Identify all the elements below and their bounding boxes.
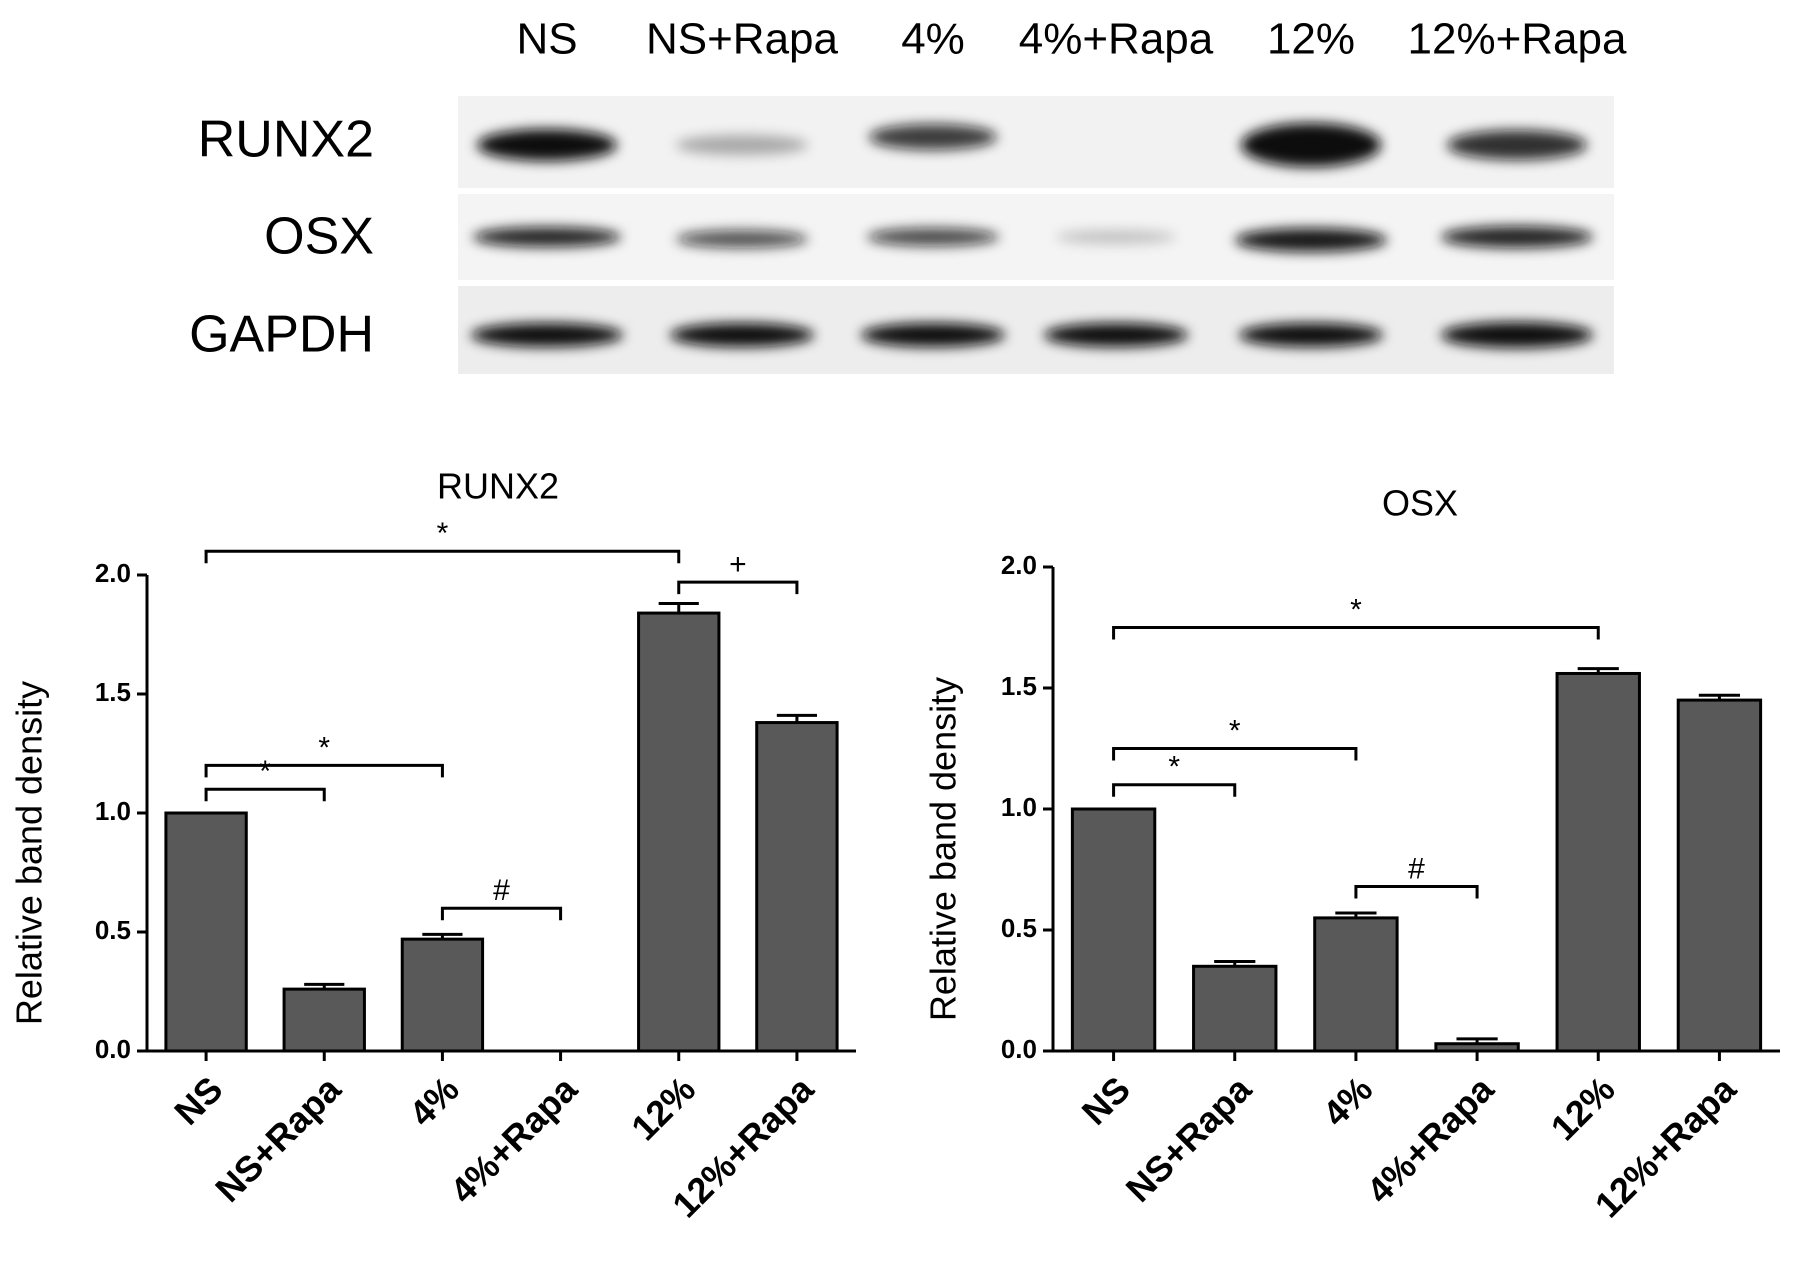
band [471, 323, 623, 347]
chart-title: OSX [1382, 483, 1458, 524]
band [676, 135, 808, 155]
significance-label: # [1408, 852, 1425, 885]
bar [1555, 671, 1641, 1053]
lane-label: 4% [901, 15, 965, 64]
y-axis-label: Relative band density [9, 681, 50, 1025]
band [1241, 123, 1381, 167]
y-tick-label: 0.0 [1001, 1034, 1037, 1064]
x-tick-label: 4% [1315, 1068, 1381, 1134]
x-tick-label: 4% [401, 1068, 467, 1134]
y-tick-label: 0.0 [95, 1034, 131, 1064]
x-tick-label: NS+Rapa [1118, 1068, 1260, 1210]
blot-strip [458, 194, 1614, 280]
lane-label: 12%+Rapa [1408, 15, 1627, 64]
bar [164, 811, 248, 1053]
row-label: OSX [264, 208, 374, 266]
significance-bracket [1112, 783, 1237, 797]
significance-label: * [1168, 751, 1180, 784]
significance-label: * [259, 755, 271, 788]
y-tick-label: 0.5 [1001, 913, 1037, 943]
band [867, 228, 999, 246]
significance-bracket [677, 580, 799, 595]
significance-bracket [204, 787, 326, 802]
lane-label: 12% [1267, 15, 1355, 64]
band [1056, 230, 1176, 244]
bar [637, 611, 721, 1053]
significance-bracket [1112, 747, 1358, 761]
y-tick-label: 1.0 [95, 796, 131, 826]
y-tick-label: 1.0 [1001, 792, 1037, 822]
bar [400, 937, 485, 1053]
band [473, 227, 621, 247]
x-tick-label: 12% [623, 1068, 703, 1148]
significance-bracket [204, 549, 681, 564]
band [1441, 226, 1593, 248]
y-tick-label: 1.5 [95, 677, 131, 707]
band [869, 124, 997, 150]
significance-label: * [1229, 714, 1241, 747]
band [1239, 323, 1383, 347]
bar [1070, 807, 1157, 1053]
chart-title: RUNX2 [437, 466, 559, 507]
bar [1676, 698, 1763, 1053]
lane-label: NS+Rapa [646, 15, 839, 64]
significance-label: * [318, 731, 330, 764]
bar [1434, 1042, 1520, 1053]
significance-bracket [1354, 884, 1479, 899]
bar [282, 987, 366, 1053]
bar [755, 721, 839, 1053]
significance-label: * [1350, 593, 1362, 626]
x-tick-label: NS [1074, 1068, 1138, 1132]
lane-label: NS [516, 15, 577, 64]
significance-bracket [440, 906, 563, 921]
x-tick-label: 12% [1543, 1068, 1623, 1148]
band [477, 129, 617, 161]
x-tick-label: NS [166, 1068, 230, 1132]
y-tick-label: 2.0 [95, 558, 131, 588]
x-tick-label: 4%+Rapa [1359, 1068, 1503, 1212]
band [1447, 130, 1587, 160]
blot-strip [458, 286, 1614, 374]
significance-bracket [204, 763, 444, 778]
significance-label: + [729, 548, 747, 581]
x-tick-label: NS+Rapa [207, 1068, 349, 1210]
significance-bracket [1112, 626, 1600, 640]
y-tick-label: 0.5 [95, 915, 131, 945]
bar [1313, 916, 1399, 1053]
blot-strip [458, 96, 1614, 188]
row-label: GAPDH [189, 306, 374, 364]
bar [1192, 964, 1278, 1053]
band [1235, 228, 1387, 252]
band [1044, 323, 1188, 347]
lane-label: 4%+Rapa [1019, 15, 1214, 64]
y-tick-label: 2.0 [1001, 550, 1037, 580]
band [1441, 322, 1593, 348]
significance-label: # [493, 874, 510, 907]
band [861, 323, 1005, 347]
x-tick-label: 4%+Rapa [442, 1068, 586, 1212]
y-axis-label: Relative band density [923, 677, 964, 1021]
row-label: RUNX2 [198, 111, 374, 169]
blot-image [458, 96, 1614, 374]
significance-label: * [437, 517, 449, 550]
band [670, 323, 814, 347]
band [676, 230, 808, 248]
y-tick-label: 1.5 [1001, 671, 1037, 701]
